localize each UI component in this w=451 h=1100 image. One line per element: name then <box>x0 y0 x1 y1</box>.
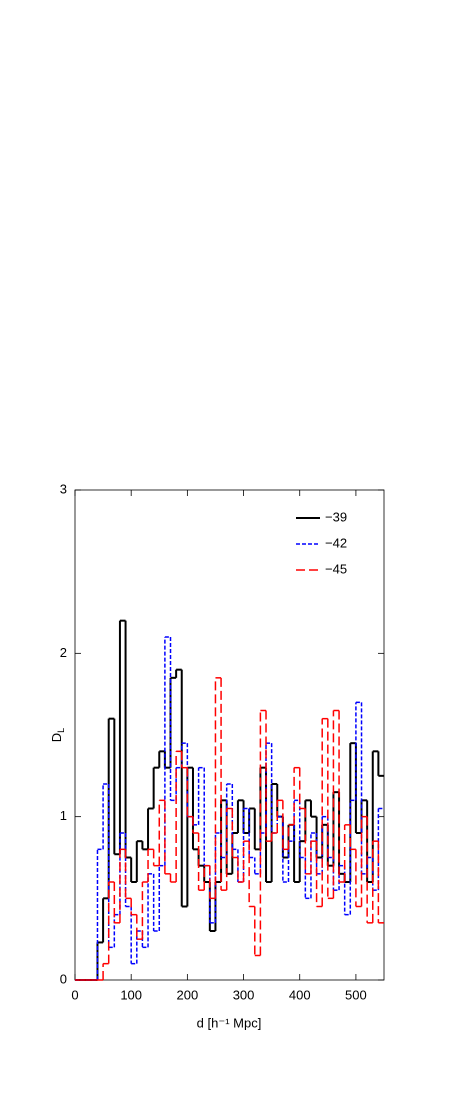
x-tick-label: 500 <box>345 987 367 1002</box>
legend-label: −39 <box>325 509 347 524</box>
plot-frame <box>74 489 385 981</box>
y-label-sub: L <box>56 728 66 733</box>
x-tick-label: 100 <box>120 987 142 1002</box>
y-axis-label: DL <box>49 728 66 742</box>
y-tick-label: 3 <box>60 481 67 496</box>
y-tick-label: 0 <box>60 971 67 986</box>
y-tick-label: 1 <box>60 808 67 823</box>
y-tick-label: 2 <box>60 645 67 660</box>
legend-label: −45 <box>325 561 347 576</box>
x-axis-label: d [h⁻¹ Mpc] <box>197 1015 262 1030</box>
x-tick-label: 400 <box>289 987 311 1002</box>
y-label-base: D <box>49 733 64 742</box>
x-tick-label: 0 <box>71 987 78 1002</box>
x-tick-label: 200 <box>177 987 199 1002</box>
legend-label: −42 <box>325 535 347 550</box>
x-tick-label: 300 <box>233 987 255 1002</box>
